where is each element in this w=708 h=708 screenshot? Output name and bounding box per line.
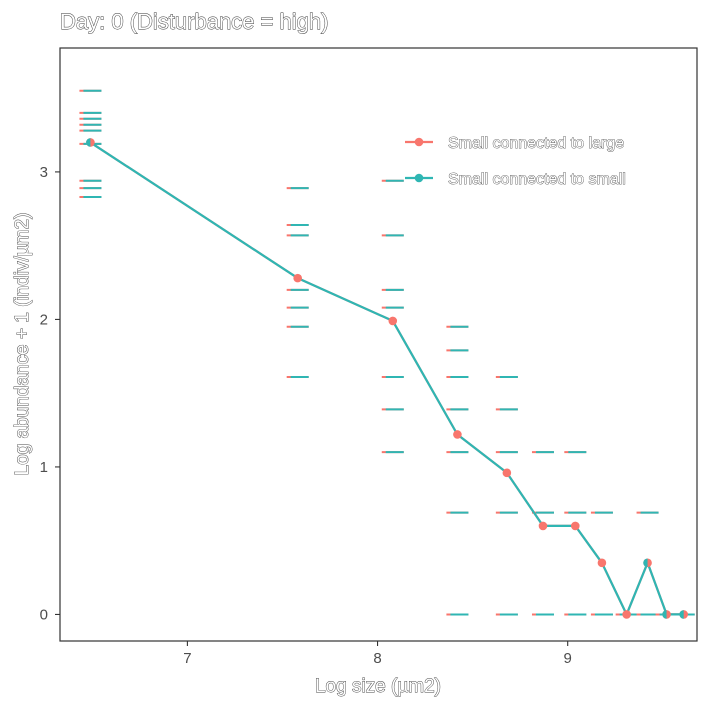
point-connected-to-large-5 — [538, 521, 548, 531]
point-connected-to-large-6 — [571, 521, 580, 531]
legend-key-point-1 — [414, 173, 424, 183]
legend-label-1: Small connected to small — [448, 171, 626, 188]
x-axis-title: Log size (µm2) — [315, 676, 441, 697]
point-connected-to-large-2 — [388, 316, 398, 326]
y-tick-label-3: 3 — [40, 164, 48, 181]
point-connected-to-large-7 — [597, 558, 607, 568]
point-connected-to-large-3 — [453, 430, 462, 439]
point-connected-to-small-9 — [643, 558, 648, 568]
x-tick-label-2: 9 — [564, 650, 572, 667]
y-tick-label-2: 2 — [40, 311, 48, 328]
plot-border — [59, 47, 698, 642]
point-connected-to-small-0 — [86, 138, 91, 147]
series-lines — [89, 141, 684, 616]
series-points — [86, 138, 688, 619]
chart-title: Day: 0 (Disturbance = high) — [60, 9, 328, 34]
legend-label-0: Small connected to large — [448, 135, 624, 152]
replicate-dashes — [79, 89, 695, 616]
legend-key-point-0 — [414, 137, 424, 147]
x-tick-label-0: 7 — [183, 650, 191, 667]
x-axis: 7 8 9 — [183, 641, 572, 667]
legend: Small connected to large Small connected … — [405, 135, 626, 188]
point-connected-to-large-4 — [502, 468, 512, 478]
point-connected-to-large-8 — [622, 610, 631, 619]
series-line-1 — [89, 141, 684, 616]
plot-panel — [59, 47, 698, 642]
point-connected-to-small-11 — [679, 610, 684, 619]
point-connected-to-small-10 — [662, 610, 667, 619]
y-axis: 0 1 2 3 — [40, 164, 60, 623]
x-tick-label-1: 8 — [373, 650, 381, 667]
point-connected-to-large-1 — [293, 273, 302, 283]
y-axis-title: Log abundance + 1 (indiv/µm2) — [12, 213, 33, 476]
y-tick-label-1: 1 — [40, 459, 48, 476]
y-tick-label-0: 0 — [40, 606, 48, 623]
